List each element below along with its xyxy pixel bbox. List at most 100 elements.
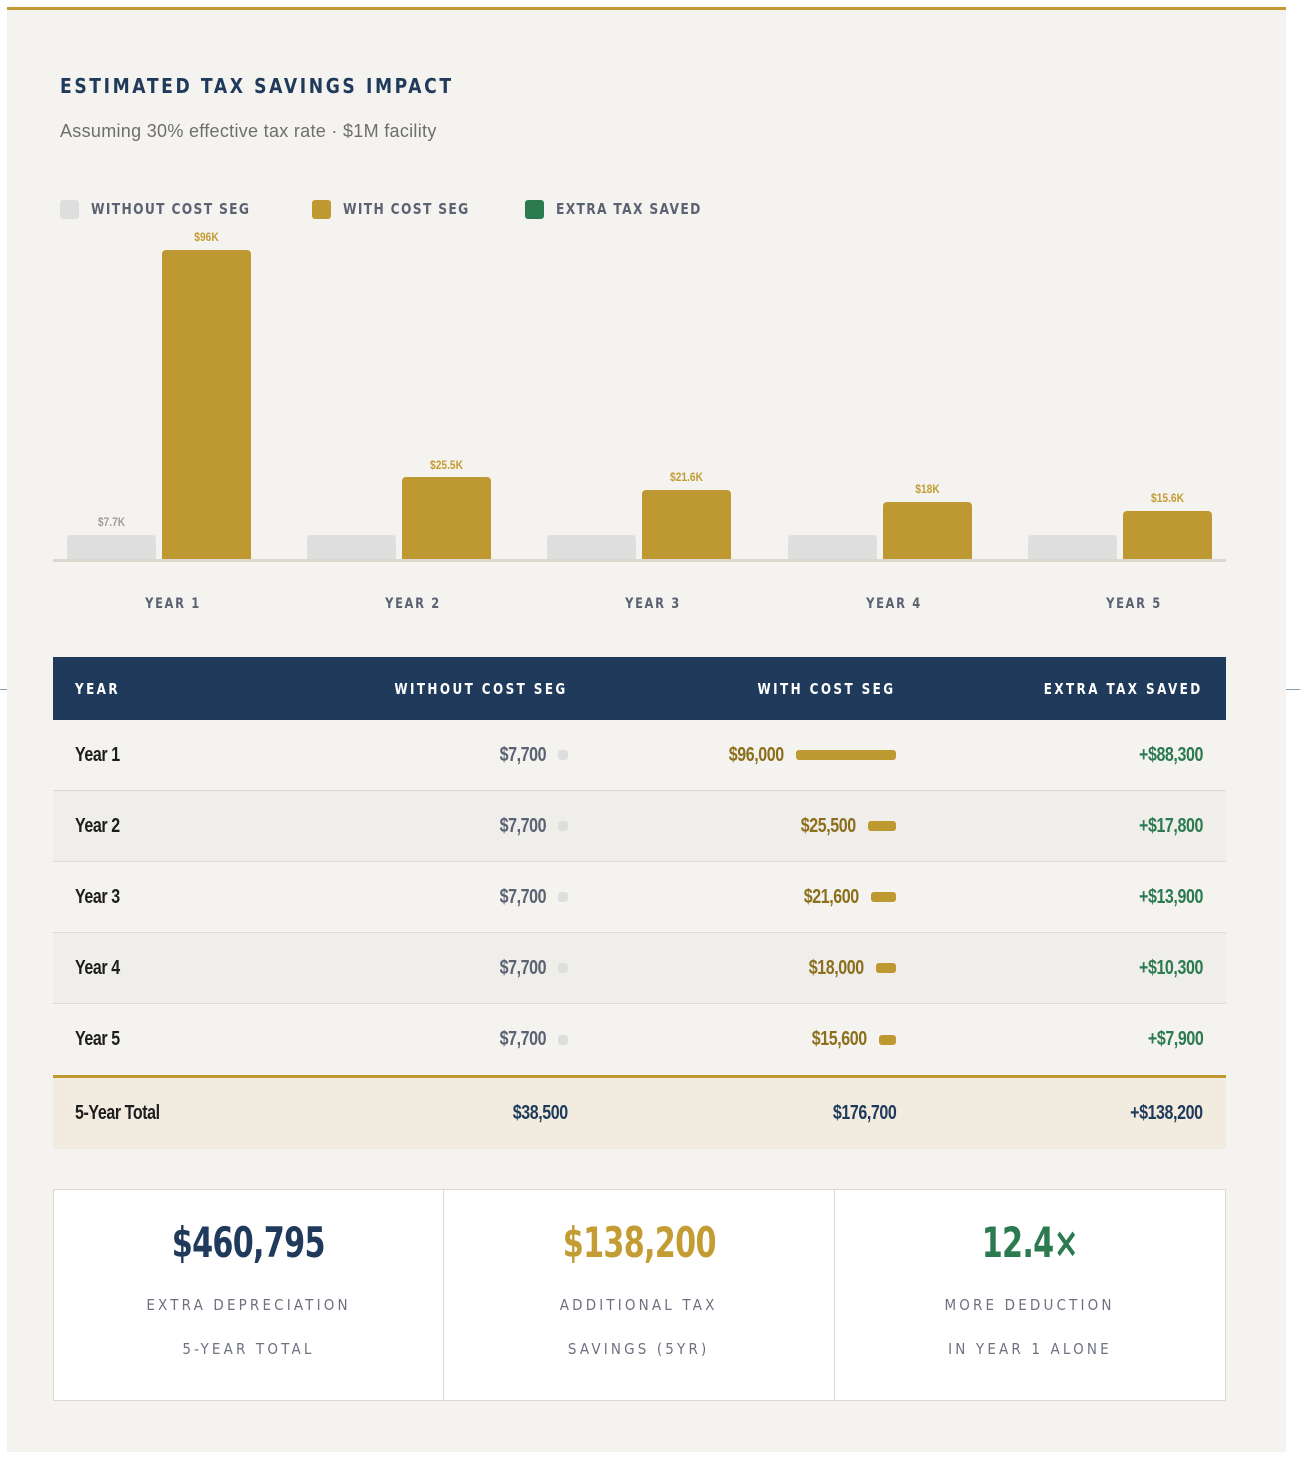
cell-year: Year 4: [75, 956, 120, 979]
legend-swatch-with: [312, 199, 332, 219]
savings-table: YEAR WITHOUT COST SEG WITH COST SEG EXTR…: [53, 657, 1226, 1149]
cell-year: Year 3: [75, 885, 120, 908]
cell-without: $7,700: [303, 1028, 568, 1051]
cell-year: Year 2: [75, 814, 120, 837]
x-axis-label: YEAR 2: [385, 596, 441, 612]
bar-without-cost-seg: [788, 535, 877, 560]
table-row: Year 3 $7,700 $21,600 +$13,900: [53, 862, 1226, 933]
cell-with: $15,600: [568, 1028, 896, 1051]
summary-stats: $460,795 EXTRA DEPRECIATION 5-YEAR TOTAL…: [53, 1189, 1226, 1401]
chart-baseline: [53, 559, 1226, 562]
cell-without: $7,700: [303, 886, 568, 909]
stat-label: 5-YEAR TOTAL: [182, 1340, 315, 1358]
bar-without-cost-seg: [307, 535, 396, 560]
chart-group-year-2: $25.5K: [293, 220, 533, 560]
legend-label: EXTRA TAX SAVED: [555, 200, 702, 218]
bar-chart: $7.7K $96K $25.5K $21.6K $18K $15.6K: [53, 220, 1226, 560]
stat-card-additional-tax-savings: $138,200 ADDITIONAL TAX SAVINGS (5YR): [444, 1189, 835, 1401]
stat-card-extra-depreciation: $460,795 EXTRA DEPRECIATION 5-YEAR TOTAL: [53, 1189, 444, 1401]
bar-value-label: $7.7K: [97, 515, 126, 529]
mini-bar-without: [558, 963, 568, 973]
page-title: ESTIMATED TAX SAVINGS IMPACT: [60, 74, 454, 98]
mini-bar-without: [558, 892, 568, 902]
mini-bar-with: [876, 963, 896, 973]
mini-bar-with: [796, 750, 896, 760]
legend-item-extra: EXTRA TAX SAVED: [524, 199, 734, 219]
cell-with: $96,000: [568, 744, 896, 767]
table-row: Year 2 $7,700 $25,500 +$17,800: [53, 791, 1226, 862]
cell-year: Year 1: [75, 743, 120, 766]
table-header: YEAR WITHOUT COST SEG WITH COST SEG EXTR…: [53, 657, 1226, 720]
stat-card-more-deduction: 12.4× MORE DEDUCTION IN YEAR 1 ALONE: [835, 1189, 1226, 1401]
cell-with: $18,000: [568, 957, 896, 980]
stat-value: 12.4×: [981, 1218, 1079, 1267]
cell-year: Year 5: [75, 1028, 120, 1050]
column-header-with: WITH COST SEG: [757, 679, 896, 698]
stat-label: IN YEAR 1 ALONE: [948, 1340, 1112, 1358]
chart-group-year-4: $18K: [774, 220, 1014, 560]
chart-group-year-3: $21.6K: [533, 220, 773, 560]
table-row: Year 4 $7,700 $18,000 +$10,300: [53, 933, 1226, 1004]
column-header-without: WITHOUT COST SEG: [394, 679, 568, 698]
chart-legend: WITHOUT COST SEG WITH COST SEG EXTRA TAX…: [60, 199, 760, 219]
bar-without-cost-seg: [1028, 535, 1117, 560]
mini-bar-without: [558, 821, 568, 831]
bar-with-cost-seg: [883, 502, 972, 560]
mini-bar-without: [558, 1034, 568, 1045]
table-row: Year 5 $7,700 $15,600 +$7,900: [53, 1004, 1226, 1075]
cell-total-without: $38,500: [512, 1102, 568, 1124]
stat-value: $460,795: [171, 1218, 326, 1267]
chart-group-year-5: $15.6K: [1014, 220, 1254, 560]
bar-with-cost-seg: [1123, 511, 1212, 560]
mini-bar-with: [871, 892, 896, 902]
mini-bar-without: [558, 750, 568, 760]
table-row: Year 1 $7,700 $96,000 +$88,300: [53, 720, 1226, 791]
x-axis-labels: YEAR 1 YEAR 2 YEAR 3 YEAR 4 YEAR 5: [53, 596, 1226, 616]
legend-swatch-extra: [524, 199, 544, 219]
bar-value-label: $25.5K: [430, 458, 463, 472]
mini-bar-with: [868, 821, 896, 831]
mini-bar-with: [879, 1034, 896, 1045]
cell-without: $7,700: [303, 957, 568, 980]
stat-label: MORE DEDUCTION: [944, 1296, 1116, 1314]
cell-extra: +$13,900: [1139, 885, 1203, 908]
legend-label: WITH COST SEG: [343, 200, 470, 218]
bar-value-label: $15.6K: [1151, 491, 1184, 505]
cell-with: $21,600: [568, 886, 896, 909]
cell-without: $7,700: [303, 744, 568, 767]
legend-item-without: WITHOUT COST SEG: [60, 199, 285, 219]
bar-without-cost-seg: [67, 535, 156, 560]
stat-label: ADDITIONAL TAX: [560, 1296, 718, 1314]
legend-swatch-without: [60, 199, 79, 219]
bar-value-label: $21.6K: [670, 470, 703, 484]
cell-extra: +$10,300: [1139, 956, 1203, 979]
x-axis-label: YEAR 3: [625, 596, 681, 612]
cell-extra: +$88,300: [1139, 743, 1203, 766]
column-header-extra: EXTRA TAX SAVED: [1044, 679, 1203, 698]
cell-total-label: 5-Year Total: [75, 1102, 160, 1124]
column-header-year: YEAR: [75, 679, 121, 698]
stat-value: $138,200: [562, 1218, 716, 1267]
chart-group-year-1: $7.7K $96K: [53, 220, 293, 560]
legend-label: WITHOUT COST SEG: [91, 200, 251, 218]
stat-label: EXTRA DEPRECIATION: [146, 1296, 351, 1314]
bar-with-cost-seg: [162, 250, 251, 560]
legend-item-with: WITH COST SEG: [312, 199, 497, 219]
x-axis-label: YEAR 4: [866, 596, 922, 612]
bar-with-cost-seg: [402, 477, 491, 560]
cell-without: $7,700: [303, 815, 568, 838]
cell-extra: +$17,800: [1139, 814, 1203, 837]
bar-value-label: $96K: [194, 230, 219, 244]
x-axis-label: YEAR 1: [145, 596, 201, 612]
cell-with: $25,500: [568, 815, 896, 838]
x-axis-label: YEAR 5: [1106, 596, 1162, 612]
divider-line-left: [0, 689, 7, 690]
cell-extra: +$7,900: [1147, 1028, 1204, 1050]
bar-without-cost-seg: [547, 535, 636, 560]
table-total-row: 5-Year Total $38,500 $176,700 +$138,200: [53, 1075, 1226, 1149]
stat-label: SAVINGS (5YR): [568, 1340, 710, 1358]
page-subtitle: Assuming 30% effective tax rate · $1M fa…: [60, 121, 437, 141]
cell-total-with: $176,700: [832, 1102, 896, 1124]
bar-with-cost-seg: [642, 490, 731, 560]
cell-total-extra: +$138,200: [1130, 1102, 1204, 1124]
